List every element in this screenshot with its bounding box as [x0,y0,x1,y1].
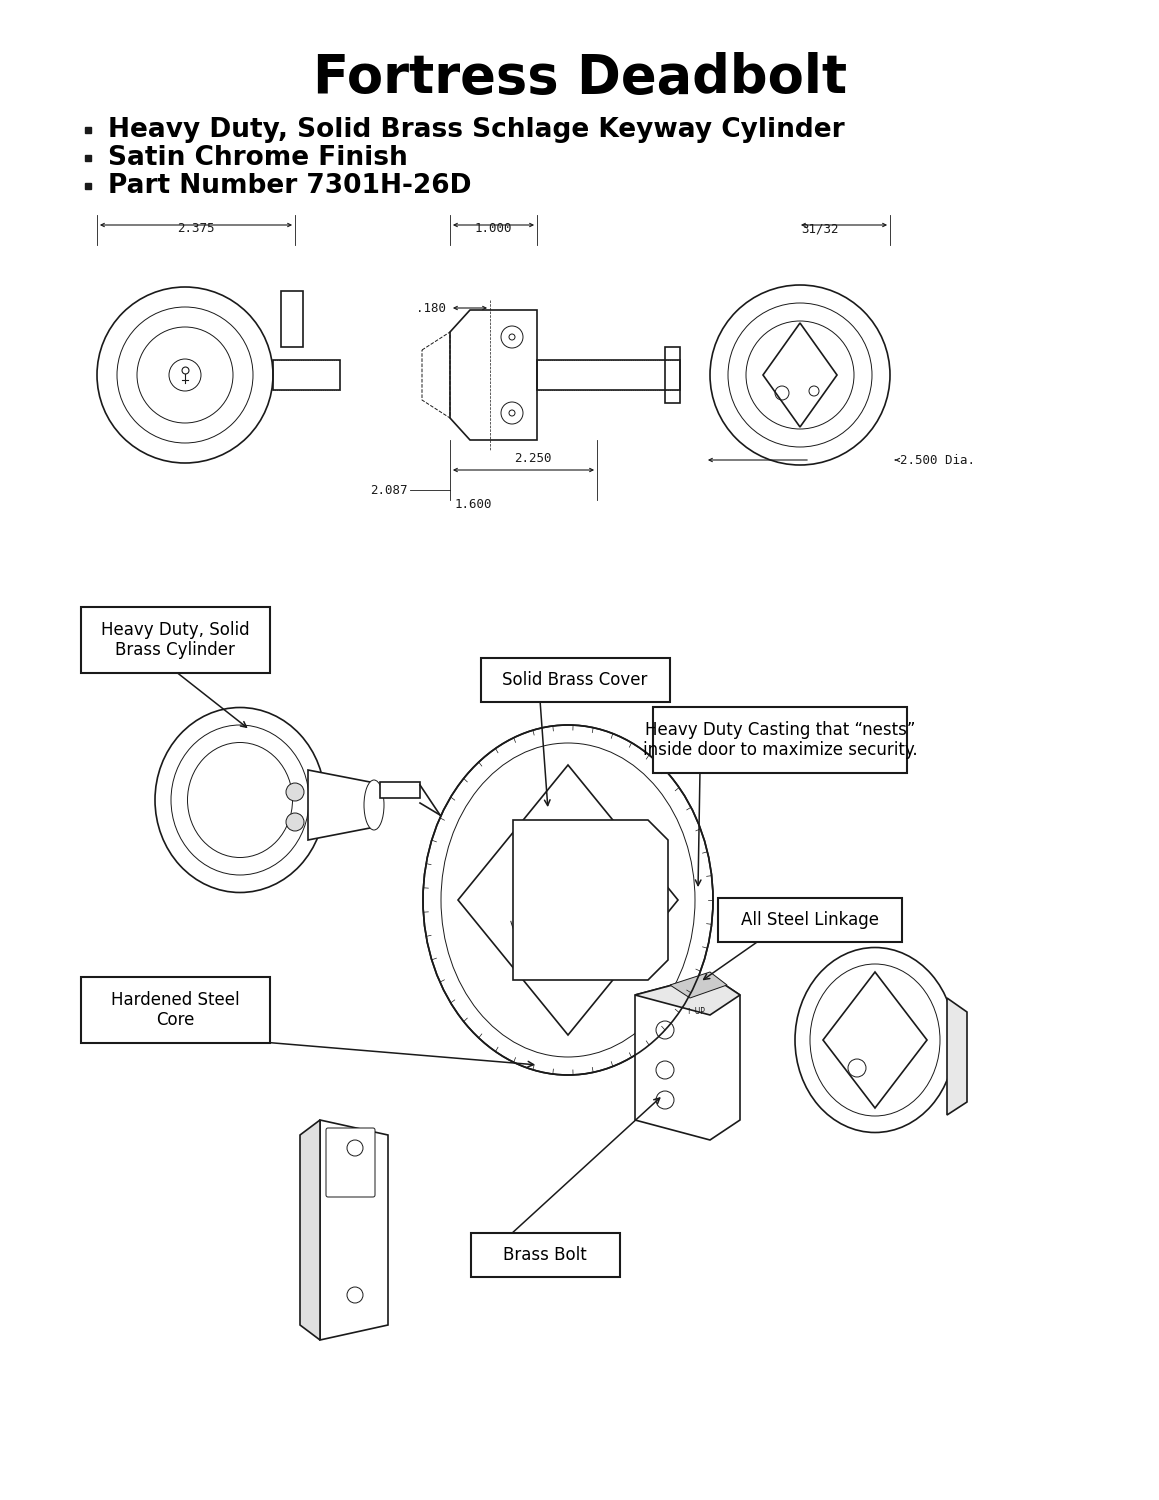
Text: All Steel Linkage: All Steel Linkage [741,910,879,928]
Bar [537,360,680,390]
Text: 2.250: 2.250 [515,452,552,465]
Polygon shape [670,972,727,998]
Text: 1.600: 1.600 [455,498,493,512]
Text: ↑ UP: ↑ UP [686,1008,705,1017]
FancyBboxPatch shape [81,976,270,1042]
Ellipse shape [423,724,713,1076]
Ellipse shape [364,780,384,830]
Circle shape [286,813,304,831]
Bar [665,346,680,404]
Text: Heavy Duty, Solid Brass Schlage Keyway Cylinder: Heavy Duty, Solid Brass Schlage Keyway C… [108,117,845,142]
Ellipse shape [795,948,955,1132]
Polygon shape [635,975,739,1016]
Text: 2.375: 2.375 [177,222,214,236]
Text: 2.087: 2.087 [371,483,408,496]
Text: 1.000: 1.000 [475,222,512,236]
Bar [280,291,302,346]
Text: Part Number 7301H-26D: Part Number 7301H-26D [108,172,472,200]
Polygon shape [635,975,739,1140]
Polygon shape [300,1120,320,1340]
Ellipse shape [442,742,695,1058]
FancyBboxPatch shape [653,706,907,772]
Text: Hardened Steel
Core: Hardened Steel Core [111,990,239,1029]
Text: Fortress Deadbolt: Fortress Deadbolt [313,53,847,104]
Text: Heavy Duty, Solid
Brass Cylinder: Heavy Duty, Solid Brass Cylinder [101,621,249,660]
FancyBboxPatch shape [717,898,902,942]
Circle shape [286,783,304,801]
Bar [274,360,340,390]
Text: Brass Bolt: Brass Bolt [503,1246,586,1264]
Text: Satin Chrome Finish: Satin Chrome Finish [108,146,408,171]
FancyBboxPatch shape [326,1128,376,1197]
Polygon shape [947,998,967,1114]
Bar [380,782,420,798]
FancyBboxPatch shape [81,608,270,674]
Polygon shape [320,1120,388,1340]
Polygon shape [308,770,380,840]
Text: 2.500 Dia.: 2.500 Dia. [901,453,975,466]
Polygon shape [513,821,668,980]
FancyBboxPatch shape [471,1233,620,1276]
Ellipse shape [810,964,940,1116]
FancyBboxPatch shape [481,658,670,702]
Text: Solid Brass Cover: Solid Brass Cover [502,670,648,688]
Text: 31/32: 31/32 [801,222,839,236]
Text: .180: .180 [416,302,446,315]
Text: Heavy Duty Casting that “nests”
inside door to maximize security.: Heavy Duty Casting that “nests” inside d… [643,720,917,759]
